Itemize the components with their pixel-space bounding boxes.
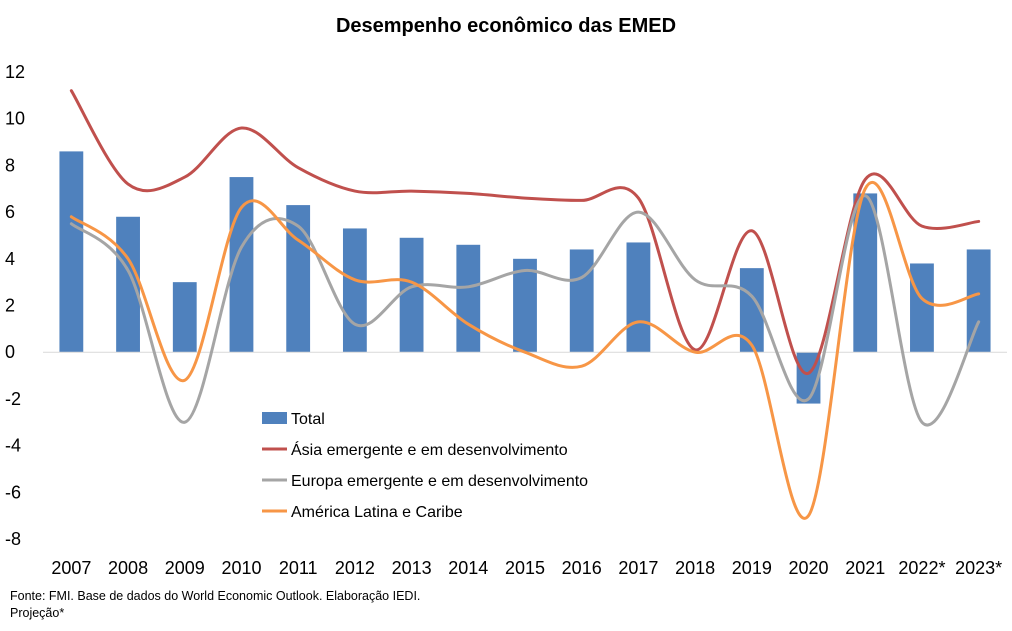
bar-total xyxy=(910,263,934,353)
bars xyxy=(59,151,991,404)
bar-total xyxy=(172,282,197,353)
line-asia-emergente-e-em-desenvolvimento xyxy=(69,89,981,375)
legend-label: Ásia emergente e em desenvolvimento xyxy=(291,440,568,459)
x-tick-label: 2021 xyxy=(845,558,885,578)
x-tick-label: 2018 xyxy=(675,558,715,578)
x-tick-label: 2017 xyxy=(618,558,658,578)
legend-label: Total xyxy=(291,411,325,428)
bar-total xyxy=(966,249,991,353)
x-tick-label: 2010 xyxy=(221,558,261,578)
bar-total xyxy=(569,249,594,353)
x-tick-label: 2009 xyxy=(165,558,205,578)
bar-total xyxy=(853,193,878,353)
y-tick-label: 4 xyxy=(5,249,15,269)
bar-total xyxy=(513,258,537,353)
line-america-latina-e-caribe xyxy=(69,180,981,520)
x-axis-ticks: 2007 2008 2009 2010 2011 2012 2013 2014 2015 2016… xyxy=(51,558,1002,578)
x-tick-label: 2019 xyxy=(732,558,772,578)
x-tick-label: 2014 xyxy=(448,558,488,578)
series-lines xyxy=(69,89,981,520)
legend-swatch-total xyxy=(262,412,287,424)
bar-total xyxy=(626,242,651,353)
bar-total xyxy=(286,205,311,353)
chart-title: Desempenho econômico das EMED xyxy=(336,15,676,37)
bar-total xyxy=(739,268,764,353)
x-tick-label: 2007 xyxy=(51,558,91,578)
x-tick-label: 2012 xyxy=(335,558,375,578)
x-tick-label: 2020 xyxy=(789,558,829,578)
y-tick-label: 0 xyxy=(5,342,15,362)
x-tick-label: 2011 xyxy=(279,558,318,578)
source-note: Fonte: FMI. Base de dados do World Econo… xyxy=(10,589,421,603)
x-tick-label: 2015 xyxy=(505,558,545,578)
x-tick-label: 2016 xyxy=(562,558,602,578)
x-tick-label: 2023* xyxy=(955,558,1002,578)
projection-note: Projeção* xyxy=(10,606,65,620)
legend: Total Ásia emergente e em desenvolvimento… xyxy=(262,411,588,521)
bar-total xyxy=(59,151,84,353)
legend-label: América Latina e Caribe xyxy=(291,504,463,521)
bar-total xyxy=(456,244,481,353)
y-tick-label: -8 xyxy=(5,529,21,549)
y-tick-label: 8 xyxy=(5,155,15,175)
x-tick-label: 2013 xyxy=(392,558,432,578)
legend-label: Europa emergente e em desenvolvimento xyxy=(291,473,588,490)
x-tick-label: 2008 xyxy=(108,558,148,578)
y-tick-label: 2 xyxy=(5,296,15,316)
bar-total xyxy=(342,228,367,353)
y-tick-label: 10 xyxy=(5,109,25,129)
y-tick-label: 12 xyxy=(5,62,25,82)
y-axis-ticks: 12 10 8 6 4 2 0 -2 -4 -6 -8 xyxy=(5,62,25,549)
y-tick-label: -2 xyxy=(5,389,21,409)
y-tick-label: 6 xyxy=(5,202,15,222)
y-tick-label: -4 xyxy=(5,436,21,456)
bar-total xyxy=(116,216,140,353)
bar-total xyxy=(399,237,424,353)
x-tick-label: 2022* xyxy=(898,558,945,578)
y-tick-label: -6 xyxy=(5,482,21,502)
chart: Desempenho econômico das EMED 12 10 8 6 4 2 0 -… xyxy=(5,15,1007,578)
